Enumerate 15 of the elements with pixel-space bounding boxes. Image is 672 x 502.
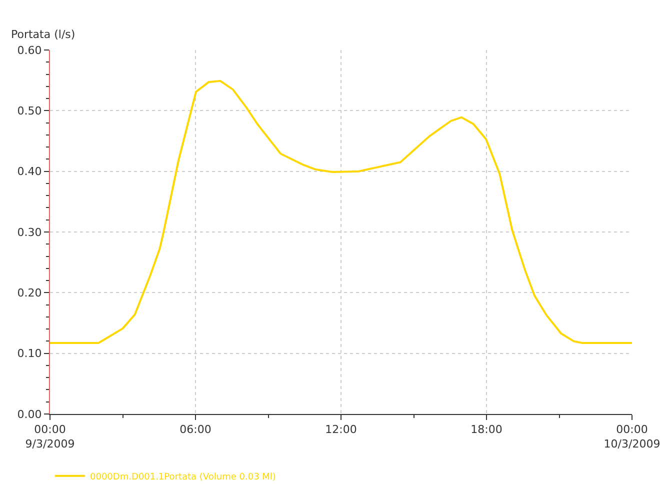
y-tick-label: 0.50 [17, 104, 42, 118]
y-tick-label: 0.40 [17, 165, 42, 178]
legend-label: 0000Dm.D001.1Portata (Volume 0.03 Ml) [90, 472, 276, 482]
y-tick-label: 0.10 [17, 347, 42, 360]
x-tick-label: 12:00 [325, 423, 357, 436]
y-tick-label: 0.00 [17, 408, 42, 421]
y-tick-label: 0.20 [17, 286, 42, 300]
line-series [50, 80, 632, 344]
y-axis-title: Portata (l/s) [11, 28, 76, 41]
x-tick-label: 00:00 10/3/2009 [604, 423, 660, 450]
x-tick-label: 06:00 [180, 423, 212, 436]
x-tick-label: 18:00 [470, 423, 502, 436]
y-tick-label: 0.30 [17, 226, 42, 239]
x-tick-label: 00:00 9/3/2009 [25, 423, 75, 450]
y-tick-label: 0.60 [17, 44, 42, 57]
